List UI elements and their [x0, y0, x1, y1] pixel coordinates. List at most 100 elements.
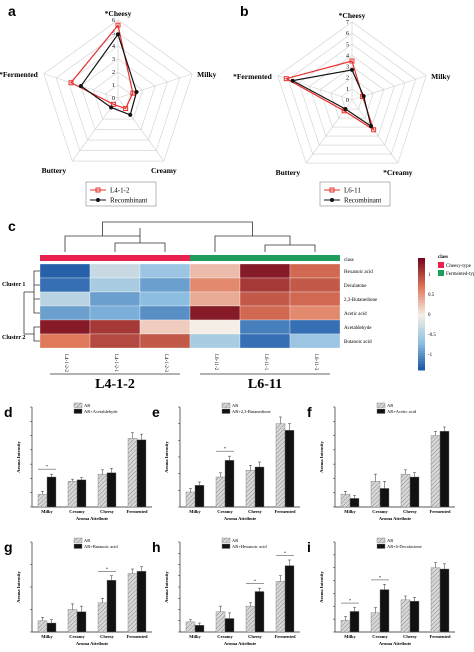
x-tick-label: Milky [344, 509, 356, 514]
x-tick-label: Milky [189, 634, 201, 639]
radar-point [350, 67, 354, 72]
heatmap-cell [189, 291, 241, 307]
colorbar-step [418, 328, 425, 332]
radar-point [371, 127, 377, 133]
legend-marker [96, 198, 100, 202]
bar [76, 611, 87, 633]
x-tick-label: Cheesy [100, 509, 114, 514]
radar-point [123, 106, 129, 112]
bar [245, 470, 256, 508]
x-tick-label: Creamy [372, 509, 388, 514]
bar [46, 476, 57, 508]
bar-chart-e: e Aroma Intensity Aroma Attribute Milky * Cre… [152, 402, 300, 521]
heatmap-cell [189, 263, 241, 279]
cluster-label: Cluster 2 [2, 335, 25, 341]
radar-point [128, 112, 133, 117]
legend-label: AR+2,3-Butanedione [232, 409, 271, 415]
radar-point [115, 22, 121, 28]
legend-label: AR [232, 538, 238, 543]
radial-tick-label: 2 [346, 76, 349, 82]
panel-letter: g [4, 539, 13, 555]
significance-mark: * [254, 579, 257, 584]
legend-label: Recombinant [344, 197, 381, 205]
radial-tick-label: 3 [112, 57, 115, 63]
heatmap-column-label: L6-11-3 [313, 354, 318, 371]
legend-marker [329, 187, 335, 193]
significance-mark: * [224, 446, 227, 451]
bar [67, 481, 78, 508]
heatmap-cell [39, 333, 91, 349]
radar-point [109, 105, 114, 110]
colorbar-step [418, 325, 425, 329]
x-axis-label: Aroma Attribute [224, 641, 256, 646]
radar-grid-ring [298, 43, 406, 146]
x-tick-label: Creamy [217, 634, 233, 639]
legend-swatch [376, 408, 386, 414]
radial-tick-label: 0 [346, 98, 349, 104]
radar-point [78, 83, 83, 88]
radial-tick-label: 2 [112, 70, 115, 76]
colorbar-step [418, 272, 425, 276]
x-tick-label: Creamy [69, 509, 85, 514]
bar [370, 612, 381, 633]
bar [340, 620, 351, 633]
panel-letter: a [8, 3, 16, 19]
legend-swatch [73, 537, 83, 543]
radar-legend: L4-1-2 Recombinant [85, 181, 157, 207]
colorbar-step [418, 356, 425, 360]
legend-label: AR [84, 538, 90, 543]
y-axis-label: Aroma Intensity [16, 570, 21, 602]
bar [275, 581, 286, 633]
bar [430, 435, 441, 508]
radar-chart-a: a 0 1 2 3 4 5 6*Cheesy Milky Creamy Buttery *Fermen… [0, 3, 217, 207]
radar-axis-label: Milky [197, 70, 216, 79]
bar [245, 605, 256, 633]
legend-label: AR [387, 403, 393, 408]
class-legend-swatch [438, 270, 444, 276]
x-tick-label: Fermented [275, 634, 296, 639]
colorbar-step [418, 274, 425, 279]
class-legend-label: Cheesy-type [446, 264, 472, 269]
bar-chart-f: f Aroma Intensity Aroma Attribute Milky Crea… [307, 402, 455, 521]
heatmap-chart-c: c class Hexanoic acid Decalatone 2,3-Butaned… [2, 218, 474, 392]
radial-tick-label: 6 [112, 18, 115, 24]
class-bar-label: class [344, 258, 354, 263]
heatmap-row-label: Hexanoic acid [344, 270, 373, 275]
radar-point [130, 90, 136, 96]
cluster-label: Cluster 1 [2, 282, 25, 288]
heatmap-cell [139, 319, 191, 335]
heatmap-cell [39, 291, 91, 307]
heatmap-cell [139, 291, 191, 307]
heatmap-column-label: L6-11-1 [263, 354, 268, 371]
bar [409, 476, 420, 508]
panel-letter: e [152, 404, 160, 420]
bar [349, 611, 360, 633]
group-label: L6-11 [248, 377, 282, 392]
radial-tick-label: 5 [112, 31, 115, 37]
bar [340, 493, 351, 508]
heatmap-cell [39, 305, 91, 321]
panel-letter: i [307, 539, 311, 555]
class-legend-label: Fermented-type [446, 272, 474, 277]
heatmap-cell [89, 333, 141, 349]
radar-axis-label: *Cheesy [339, 11, 366, 20]
class-bar-cell [240, 255, 290, 261]
bar [37, 493, 48, 508]
radial-tick-label: 4 [346, 53, 349, 59]
bar-chart-g: g Aroma Intensity Aroma Attribute Milky Crea… [4, 537, 152, 646]
bar [194, 625, 205, 633]
heatmap-cell [239, 277, 291, 293]
panel-letter: b [240, 3, 249, 19]
radar-grid-ring [330, 77, 374, 119]
class-bar-cell [290, 255, 340, 261]
legend-label: AR+Butanoic acid [84, 544, 118, 549]
bar-chart-h: h Aroma Intensity Aroma Attribute Milky Crea… [152, 537, 300, 646]
x-tick-label: Milky [41, 634, 53, 639]
significance-mark: * [379, 575, 382, 580]
x-tick-label: Cheesy [248, 634, 262, 639]
radial-tick-label: 7 [346, 20, 349, 26]
y-axis-label: Aroma Intensity [164, 570, 169, 602]
x-tick-label: Cheesy [248, 509, 262, 514]
y-axis-label: Aroma Intensity [319, 570, 324, 602]
heatmap-cell [139, 263, 191, 279]
